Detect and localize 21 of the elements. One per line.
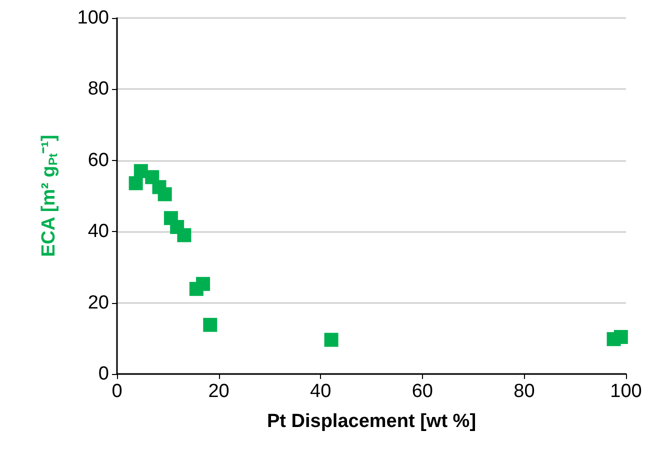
point: [158, 187, 172, 202]
x-tick-label: 0: [112, 381, 122, 402]
x-tick-label: 100: [610, 381, 642, 402]
point: [614, 330, 628, 344]
y-tick-label: 20: [88, 292, 109, 314]
point: [203, 318, 218, 332]
point: [128, 176, 143, 190]
y-tick-label: 40: [88, 221, 109, 242]
x-tick-label: 40: [310, 381, 332, 402]
y-axis-title: ECA [m² gPt⁻¹]: [38, 134, 60, 257]
point: [196, 276, 210, 291]
x-tick-label: 60: [412, 381, 433, 402]
y-tick-label: 0: [98, 364, 109, 384]
point: [177, 228, 192, 242]
point: [324, 332, 338, 347]
y-tick-label: 100: [77, 8, 109, 28]
y-tick-label: 60: [88, 150, 109, 171]
x-axis-title: Pt Displacement [wt %]: [266, 411, 476, 432]
x-tick-label: 20: [208, 381, 230, 402]
y-tick-label: 80: [88, 78, 109, 100]
x-tick-label: 80: [514, 381, 535, 402]
